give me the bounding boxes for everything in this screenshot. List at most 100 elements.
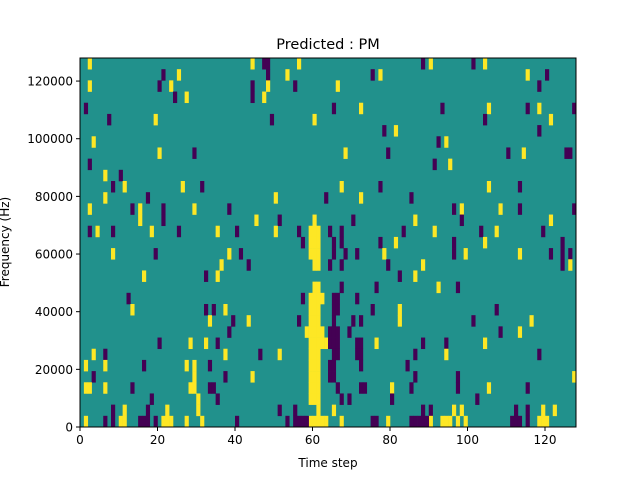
heatmap-cell-low (514, 415, 519, 428)
y-tick-label: 80000 (35, 190, 73, 204)
heatmap-cell-high (180, 181, 185, 193)
heatmap-cell-low (215, 337, 220, 350)
heatmap-cell-low (227, 326, 232, 338)
heatmap-cell-high (215, 270, 220, 282)
heatmap-cell-low (479, 225, 484, 238)
heatmap-cell-high (308, 292, 313, 305)
heatmap-cell-low (297, 415, 302, 428)
heatmap-cell-high (308, 359, 313, 372)
heatmap-cell-high (463, 415, 468, 428)
heatmap-cell-low (560, 259, 565, 271)
y-axis: 0 20000 40000 60000 80000 100000 120000 (27, 75, 80, 435)
heatmap-cell-high (382, 248, 387, 260)
heatmap-cell-high (483, 337, 488, 350)
heatmap-cell-high (324, 337, 329, 350)
heatmap-cell-low (153, 415, 158, 428)
heatmap-cell-low (335, 326, 340, 338)
heatmap-cell-low (355, 337, 360, 350)
y-tick-label: 20000 (35, 363, 73, 377)
heatmap-cell-low (339, 236, 344, 249)
heatmap-cell-high (188, 382, 193, 394)
heatmap-cell-low (413, 371, 418, 383)
heatmap-cell-low (335, 337, 340, 350)
heatmap-cell-low (297, 315, 302, 327)
heatmap-cell-low (130, 382, 135, 394)
heatmap-cell-low (560, 248, 565, 260)
heatmap-cell-high (165, 404, 170, 417)
heatmap-cell-high (390, 382, 395, 394)
heatmap-cell-high (320, 415, 325, 428)
heatmap-cell-low (300, 292, 306, 305)
heatmap-cell-low (452, 203, 457, 215)
heatmap-cell-low (235, 415, 240, 428)
heatmap-cell-high (103, 382, 108, 394)
chart-title: Predicted : PM (276, 37, 379, 53)
heatmap-cell-high (339, 181, 344, 193)
heatmap-cell-high (359, 192, 364, 204)
heatmap-cell-high (312, 393, 317, 405)
heatmap-cell-low (525, 382, 530, 394)
heatmap-cell-low (517, 181, 523, 193)
heatmap-cell-low (145, 415, 151, 428)
y-tick-label: 100000 (27, 132, 73, 146)
heatmap-cell-high (165, 415, 170, 428)
heatmap-cell-high (312, 214, 317, 227)
heatmap-cell-high (483, 58, 488, 70)
heatmap-cell-high (87, 80, 92, 92)
y-tick-label: 120000 (27, 75, 73, 89)
heatmap-cell-high (494, 225, 499, 238)
heatmap-cell-high (161, 415, 166, 428)
heatmap-cell-high (440, 415, 445, 428)
heatmap-cell-low (91, 371, 96, 383)
heatmap-cell-high (316, 304, 321, 316)
heatmap-cell-low (421, 337, 426, 350)
heatmap-cell-high (316, 225, 321, 238)
heatmap-cell-low (266, 69, 271, 81)
heatmap-cell-low (293, 415, 298, 428)
heatmap-cell-high (169, 415, 174, 428)
heatmap-cell-high (157, 147, 162, 159)
heatmap-cell-low (517, 203, 523, 215)
heatmap-cell-high (320, 326, 325, 338)
heatmap-cell-high (285, 69, 290, 81)
heatmap-cell-low (537, 348, 542, 361)
heatmap-cell-high (448, 158, 453, 171)
x-tick-label: 20 (150, 433, 165, 447)
heatmap-cell-high (304, 326, 309, 338)
heatmap-cell-low (142, 359, 147, 372)
heatmap-cell-low (548, 248, 554, 260)
heatmap-cell-high (219, 259, 224, 271)
heatmap-cell-low (238, 248, 244, 260)
heatmap-cell-high (184, 359, 189, 372)
heatmap-cell-low (560, 236, 565, 249)
heatmap-cell-high (277, 348, 282, 361)
heatmap-cell-low (378, 236, 383, 249)
heatmap-cell-low (111, 404, 116, 417)
heatmap-cell-high (184, 91, 189, 104)
heatmap-cell-low (351, 214, 356, 227)
heatmap-cell-low (564, 147, 569, 159)
heatmap-cell-low (374, 281, 379, 294)
heatmap-cell-low (537, 80, 542, 92)
heatmap-cell-low (455, 281, 461, 294)
heatmap-cell-high (312, 315, 317, 327)
heatmap-cell-high (312, 304, 317, 316)
heatmap-cell-high (192, 359, 197, 372)
heatmap-cell-low (331, 248, 337, 260)
plot-frame (79, 57, 577, 428)
x-axis: 0 20 40 60 80 100 120 (76, 427, 556, 447)
heatmap-cell-low (421, 58, 426, 70)
heatmap-cell-low (223, 371, 228, 383)
heatmap-cell-low (215, 393, 220, 405)
heatmap-cell-low (409, 382, 414, 394)
heatmap-cell-high (83, 359, 89, 372)
y-tick-label: 60000 (35, 248, 73, 262)
heatmap-cell-low (471, 315, 476, 327)
heatmap-cell-high (541, 404, 546, 417)
x-axis-label: Time step (297, 456, 357, 470)
heatmap-cell-low (417, 415, 422, 428)
heatmap-cell-high (413, 270, 418, 282)
heatmap-cell-low (328, 225, 333, 238)
heatmap-cell-high (312, 225, 317, 238)
